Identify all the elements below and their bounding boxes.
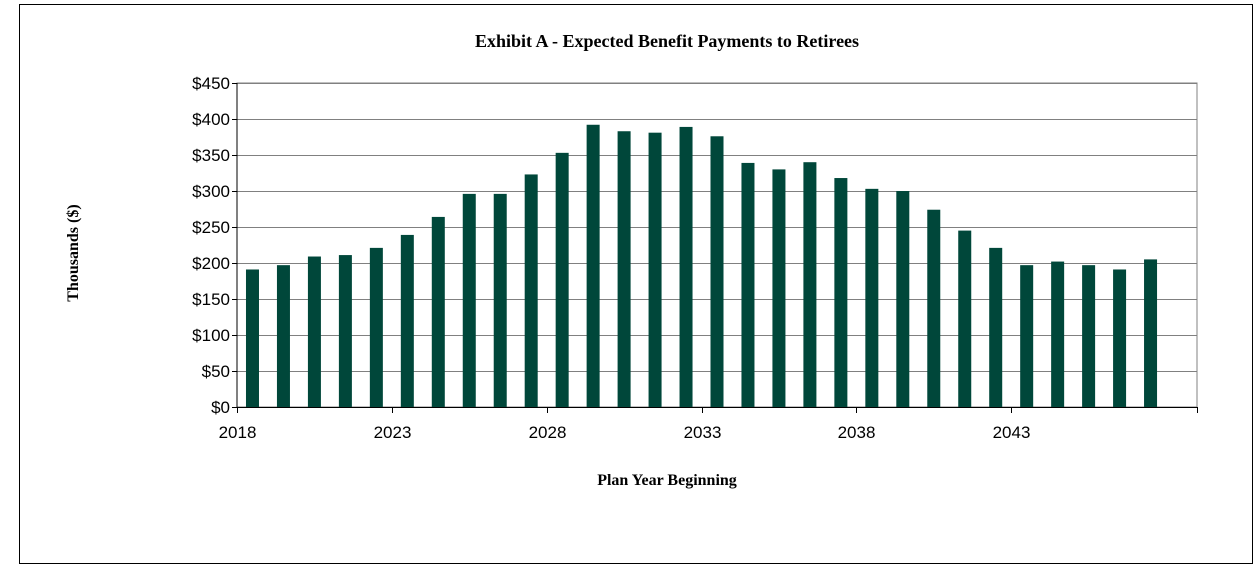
bar-2039 xyxy=(896,191,910,407)
bar-2032 xyxy=(679,126,693,408)
bar-2033 xyxy=(710,136,724,407)
bar-2026 xyxy=(493,193,507,407)
bar-2021 xyxy=(338,255,352,407)
bar-2023 xyxy=(400,234,414,407)
bar-2038 xyxy=(865,188,879,407)
x-tick-label: 2023 xyxy=(374,423,412,442)
y-tick-labels: $0 $50 $100 $150 $200 $250 $300 $350 $400 $450 xyxy=(192,74,230,417)
y-tick-label: $250 xyxy=(192,218,230,237)
bar-2043 xyxy=(1020,265,1034,407)
bar-2046 xyxy=(1113,269,1127,407)
bar-2047 xyxy=(1144,259,1158,407)
y-tick-label: $150 xyxy=(192,290,230,309)
bar-2019 xyxy=(276,265,290,407)
bar-2025 xyxy=(462,193,476,407)
y-axis-title: Thousands ($) xyxy=(65,204,82,301)
x-axis-title: Plan Year Beginning xyxy=(597,472,737,489)
bar-2042 xyxy=(989,247,1003,407)
y-tick-label: $200 xyxy=(192,254,230,273)
bar-2045 xyxy=(1082,265,1096,407)
bar-2022 xyxy=(369,247,383,407)
y-tick-label: $100 xyxy=(192,326,230,345)
chart-frame xyxy=(19,4,1253,564)
x-tick-label: 2018 xyxy=(219,423,257,442)
bar-2029 xyxy=(586,124,600,407)
bar-2018 xyxy=(245,269,259,407)
bar-2028 xyxy=(555,152,569,407)
y-tick-label: $350 xyxy=(192,146,230,165)
chart-title: Exhibit A - Expected Benefit Payments to… xyxy=(475,31,859,51)
bar-2035 xyxy=(772,169,786,407)
y-tick-label: $450 xyxy=(192,74,230,93)
axes xyxy=(232,83,1198,413)
bars xyxy=(245,124,1158,408)
x-tick-label: 2028 xyxy=(529,423,567,442)
bar-2037 xyxy=(834,178,848,407)
bar-2040 xyxy=(927,209,941,407)
bar-2027 xyxy=(524,174,538,407)
x-tick-label: 2043 xyxy=(993,423,1031,442)
bar-2034 xyxy=(741,162,755,407)
bar-2020 xyxy=(307,256,321,407)
y-tick-label: $400 xyxy=(192,110,230,129)
y-tick-label: $300 xyxy=(192,182,230,201)
bar-2044 xyxy=(1051,261,1065,407)
y-tick-label: $50 xyxy=(202,362,230,381)
x-tick-label: 2038 xyxy=(838,423,876,442)
y-tick-label: $0 xyxy=(211,398,230,417)
x-tick-labels: 2018 2023 2028 2033 2038 2043 xyxy=(219,423,1031,442)
x-tick-label: 2033 xyxy=(684,423,722,442)
bar-2031 xyxy=(648,132,662,407)
bar-2041 xyxy=(958,230,972,407)
bar-2030 xyxy=(617,131,631,408)
bar-2024 xyxy=(431,216,445,407)
bar-2036 xyxy=(803,162,817,407)
